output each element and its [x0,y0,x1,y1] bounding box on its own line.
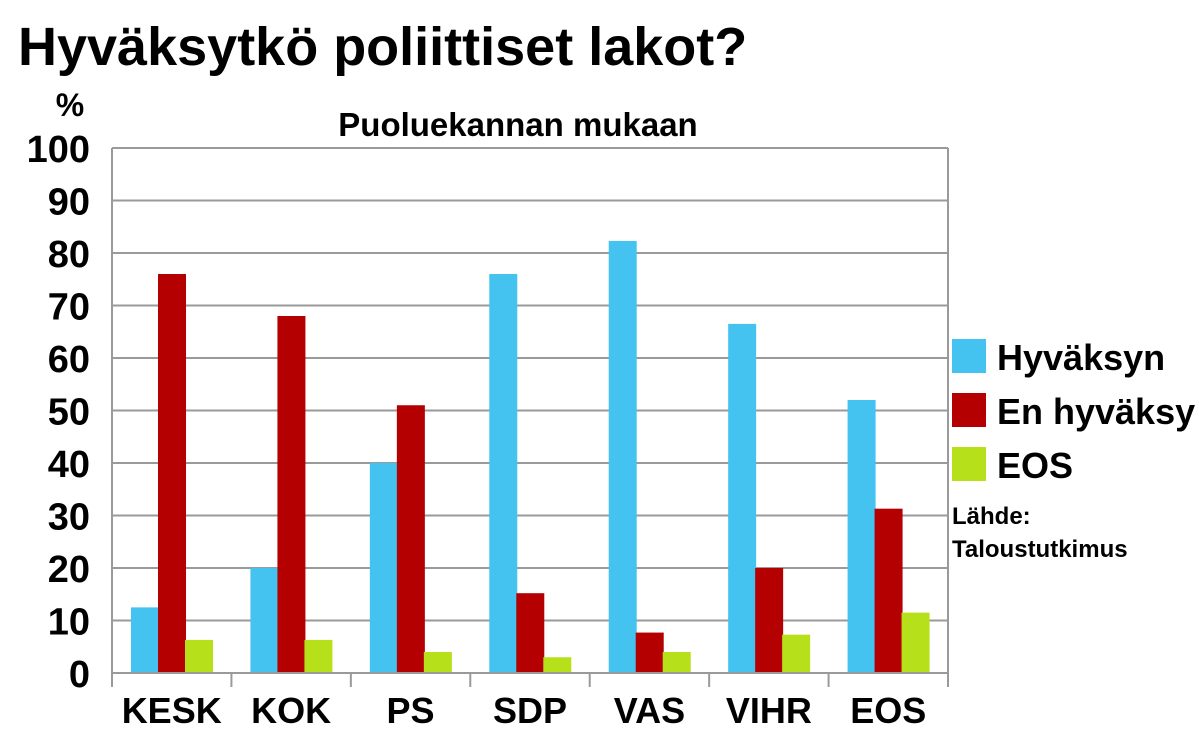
x-tick-label-kesk: KESK [122,690,222,731]
bar-vihr-s0 [728,323,757,673]
bar-kok-s1 [277,316,306,673]
x-tick-label-vas: VAS [614,690,685,731]
source-value: Taloustutkimus [952,536,1128,563]
axes [111,148,949,687]
bar-kok-s0 [250,568,279,673]
bar-kok-s2 [304,639,333,673]
y-tick-label: 60 [48,339,90,381]
y-tick-label: 100 [27,129,90,171]
y-tick-label: 80 [48,234,90,276]
y-tick-label: 0 [69,654,90,696]
bar-sdp-s1 [516,593,545,673]
bar-eos-s1 [874,508,903,673]
bar-ps-s1 [396,405,425,673]
y-axis-unit-label: % [56,87,84,123]
legend-label: En hyväksy [997,391,1195,432]
x-tick-label-sdp: SDP [493,690,567,731]
source-label: Lähde: [952,503,1031,530]
legend-swatch [952,393,986,427]
x-tick-label-eos: EOS [850,690,926,731]
legend-swatch [952,447,986,481]
y-tick-label: 10 [48,602,90,644]
y-tick-label: 20 [48,549,90,591]
y-tick-label: 50 [48,392,90,434]
x-axis-ticks: KESK KOK PS SDP VAS VIHR EOS [122,690,927,731]
chart-subtitle: Puoluekannan mukaan [338,106,697,143]
bar-ps-s0 [369,463,398,673]
y-tick-label: 30 [48,497,90,539]
bar-vas-s0 [608,240,637,674]
bar-vihr-s2 [782,634,811,673]
bar-kesk-s1 [158,274,186,673]
y-axis-ticks: 0 10 20 30 40 50 60 70 80 90 100 [27,129,90,696]
bar-eos-s0 [847,400,876,673]
x-tick-label-vihr: VIHR [726,690,812,731]
legend-swatch [952,339,986,373]
legend-label: EOS [997,445,1073,486]
bar-sdp-s0 [489,274,518,673]
y-tick-label: 90 [48,182,90,224]
bar-vas-s1 [635,632,664,673]
bar-kesk-s2 [185,639,213,673]
bar-vihr-s1 [755,568,784,673]
bars [131,240,930,674]
bar-ps-s2 [423,652,452,673]
x-tick-label-ps: PS [387,690,435,731]
bar-sdp-s2 [543,657,572,673]
gridlines [112,147,948,622]
y-tick-label: 70 [48,287,90,329]
y-tick-label: 40 [48,444,90,486]
bar-vas-s2 [662,652,691,673]
x-tick-label-kok: KOK [251,690,331,731]
legend: Hyväksyn En hyväksy EOS [952,337,1195,486]
legend-label: Hyväksyn [997,337,1165,378]
bar-eos-s2 [901,612,930,673]
chart-title: Hyväksytkö poliittiset lakot? [18,17,747,77]
bar-kesk-s0 [131,607,159,673]
